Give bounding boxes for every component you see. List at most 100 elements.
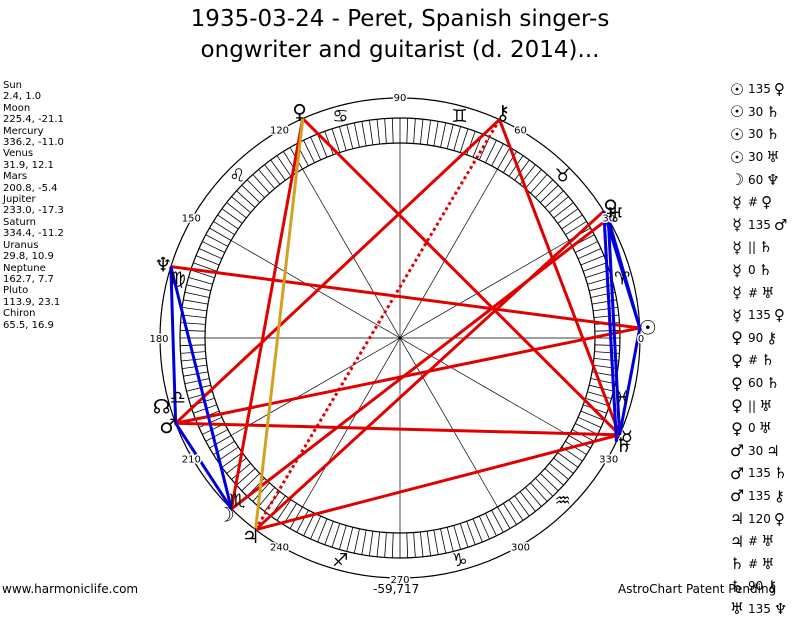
aspect-planet-2-glyph: ♄ bbox=[766, 102, 780, 121]
planet-value-pluto: 113.9, 23.1 bbox=[3, 296, 61, 308]
degree-tick bbox=[525, 487, 542, 507]
degree-tick bbox=[368, 120, 374, 145]
degree-tick bbox=[236, 190, 256, 208]
aspect-value: 60 bbox=[748, 376, 764, 391]
degree-tick bbox=[338, 525, 347, 550]
degree-label: 150 bbox=[182, 214, 201, 225]
degree-label: 90 bbox=[394, 93, 407, 104]
aspect-line bbox=[606, 218, 622, 435]
chart-title-line-1: 1935-03-24 - Peret, Spanish singer-s bbox=[190, 6, 610, 32]
aspect-planet-1-glyph: ☽ bbox=[729, 170, 745, 190]
degree-label: 180 bbox=[149, 334, 168, 345]
zodiac-sign-glyph: ♈ bbox=[614, 268, 630, 289]
degree-tick bbox=[205, 429, 229, 442]
planet-glyph-jupiter: ♃ bbox=[242, 524, 260, 548]
degree-tick bbox=[384, 532, 387, 558]
planet-value-saturn: 334.4, -11.2 bbox=[3, 228, 64, 240]
degree-tick bbox=[577, 416, 602, 428]
zodiac-sign-glyph: ♎ bbox=[170, 388, 186, 409]
degree-tick bbox=[557, 452, 579, 468]
astro-wheel: 0 30 60 90 120 150 180 210 240 270 300 330 ♈ ♉ ♊ ♋ ♌ ♍ ♎ ♏… bbox=[148, 92, 657, 588]
aspect-planet-1-glyph: ♄ bbox=[729, 576, 745, 596]
aspect-list-row: ♄ # ♅ bbox=[728, 552, 787, 575]
degree-tick bbox=[497, 506, 511, 529]
aspect-planet-2-glyph: ♄ bbox=[773, 464, 788, 483]
aspect-planet-2-glyph: ♄ bbox=[759, 238, 773, 257]
planet-glyph-neptune: ♆ bbox=[154, 252, 172, 276]
degree-tick bbox=[575, 241, 598, 253]
degree-label: 120 bbox=[270, 125, 289, 136]
planet-glyphs: ☉ ☽ ☿ ♀ ♂ ♃ ♄ ♅ ♆ ♀ ⚷ ☊ bbox=[153, 99, 657, 548]
aspect-planet-1-glyph: ☿ bbox=[732, 237, 742, 257]
planet-name-mars: Mars bbox=[3, 171, 28, 183]
degree-tick bbox=[209, 227, 232, 241]
degree-tick bbox=[577, 248, 602, 260]
degree-tick bbox=[587, 391, 612, 400]
degree-tick bbox=[241, 473, 261, 492]
aspect-value: 90 bbox=[748, 330, 764, 345]
degree-tick bbox=[508, 499, 524, 521]
planet-value-jupiter: 233.0, -17.3 bbox=[3, 205, 64, 217]
zodiac-sign-glyph: ♊ bbox=[451, 106, 467, 127]
degree-tick bbox=[270, 159, 286, 181]
aspect-planet-2-glyph: ♀ bbox=[761, 193, 773, 212]
degree-tick bbox=[568, 435, 591, 449]
degree-tick bbox=[241, 184, 261, 203]
degree-tick bbox=[583, 262, 607, 272]
degree-tick bbox=[391, 532, 394, 558]
aspect-list-row: ♅ 135 ♆ bbox=[728, 598, 788, 620]
aspect-planet-1-glyph: ☿ bbox=[732, 283, 742, 303]
degree-tick bbox=[593, 314, 619, 319]
aspect-list-row: ☿ 135 ♀ bbox=[728, 304, 787, 327]
degree-tick bbox=[184, 291, 210, 298]
aspect-planet-1-glyph: ☿ bbox=[732, 260, 742, 280]
aspect-list-row: ☿ 0 ♄ bbox=[728, 259, 787, 282]
degree-tick bbox=[530, 174, 548, 194]
degree-tick bbox=[553, 202, 574, 219]
aspect-planet-1-glyph: ♅ bbox=[729, 599, 745, 619]
planet-name-sun: Sun bbox=[3, 80, 23, 91]
degree-tick bbox=[186, 284, 211, 292]
degree-tick bbox=[478, 136, 490, 161]
degree-tick bbox=[368, 531, 374, 556]
aspect-line bbox=[174, 118, 501, 425]
zodiac-signs: ♈ ♉ ♊ ♋ ♌ ♍ ♎ ♏ ♐ ♑ ♒ ♓ bbox=[170, 106, 630, 571]
degree-tick bbox=[324, 521, 334, 545]
aspect-line bbox=[230, 118, 305, 510]
degree-tick bbox=[433, 121, 439, 147]
aspect-line bbox=[254, 118, 305, 530]
aspect-planet-2-glyph: ♄ bbox=[766, 374, 780, 393]
planet-glyph-venus: ♀ bbox=[603, 195, 618, 219]
degree-tick bbox=[571, 429, 595, 442]
degree-tick bbox=[549, 463, 569, 480]
degree-tick bbox=[514, 159, 530, 181]
planet-name-neptune: Neptune bbox=[3, 262, 46, 274]
planet-value-uranus: 29.8, 10.9 bbox=[3, 251, 54, 263]
aspect-list-row: ♃ 120 ♀ bbox=[728, 507, 787, 530]
degree-tick bbox=[530, 482, 548, 502]
degree-tick bbox=[193, 262, 217, 272]
degree-tick bbox=[561, 214, 583, 230]
aspect-list-row: ♀ 90 ⚷ bbox=[728, 327, 787, 350]
aspect-list-row: ☉ 30 ♅ bbox=[728, 146, 787, 169]
degree-tick bbox=[180, 344, 206, 347]
aspect-value: # bbox=[748, 285, 759, 300]
aspect-value: 135 bbox=[748, 466, 771, 481]
degree-tick bbox=[485, 140, 497, 163]
aspect-planet-1-glyph: ☉ bbox=[729, 79, 745, 99]
aspect-planet-1-glyph: ☉ bbox=[729, 124, 745, 144]
aspect-planet-2-glyph: ♆ bbox=[773, 599, 788, 618]
degree-tick bbox=[252, 174, 270, 194]
aspect-planet-1-glyph: ☿ bbox=[732, 305, 742, 325]
degree-tick bbox=[361, 121, 367, 147]
degree-tick bbox=[419, 119, 424, 145]
aspect-planet-2-glyph: ♄ bbox=[761, 351, 775, 370]
degree-tick bbox=[406, 532, 409, 558]
degree-tick bbox=[580, 410, 605, 421]
degree-tick bbox=[440, 122, 447, 148]
aspect-planet-2-glyph: ♃ bbox=[766, 441, 780, 460]
degree-label: 0 bbox=[638, 334, 644, 345]
grid-spoke bbox=[230, 240, 570, 436]
planet-positions-list: Sun 2.4, 1.0 Moon 225.4, -21.1 Mercury 3… bbox=[3, 80, 64, 331]
aspect-planet-2-glyph: ♅ bbox=[766, 148, 780, 167]
